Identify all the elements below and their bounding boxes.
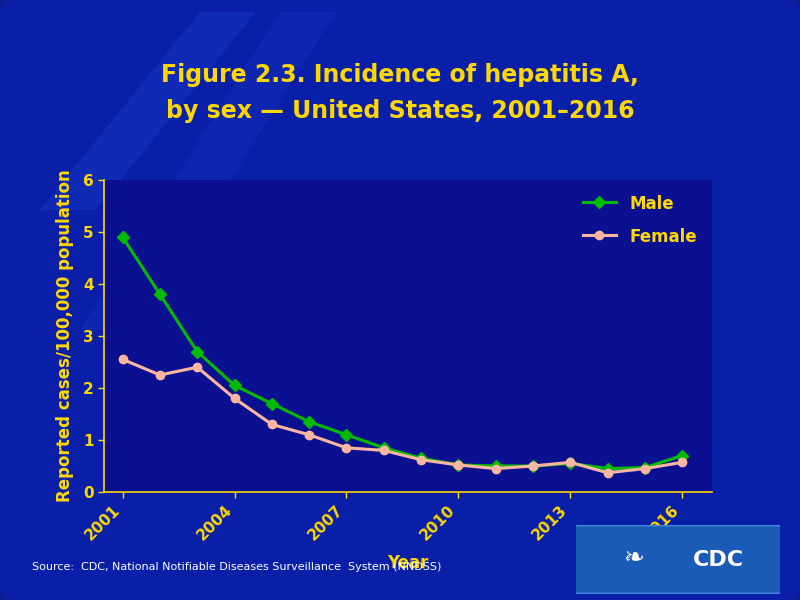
Male [678,452,687,459]
Male [602,465,612,472]
Circle shape [574,537,709,582]
Polygon shape [80,12,336,330]
X-axis label: Year: Year [387,554,429,572]
Female [379,447,389,454]
Male [640,464,650,471]
Female [491,465,501,472]
Male [193,348,202,355]
Male [566,460,575,467]
Male [155,291,165,298]
Female [155,371,165,379]
Female [416,456,426,463]
Male [118,233,127,241]
Polygon shape [40,12,256,210]
Male [267,400,277,407]
Female [230,395,239,402]
Line: Male: Male [118,233,686,473]
Male [304,418,314,425]
Female [342,444,351,451]
Text: ❧: ❧ [622,546,644,570]
Text: Figure 2.3. Incidence of hepatitis A,: Figure 2.3. Incidence of hepatitis A, [161,63,639,87]
Text: by sex — United States, 2001–2016: by sex — United States, 2001–2016 [166,99,634,123]
Female [118,356,127,363]
FancyBboxPatch shape [570,525,786,594]
Female [566,459,575,466]
Female [678,459,687,466]
Male [379,444,389,451]
Male [454,461,463,469]
Female [267,421,277,428]
Male [230,382,239,389]
Line: Female: Female [118,355,686,477]
Text: Source:  CDC, National Notifiable Diseases Surveillance  System (NNDSS): Source: CDC, National Notifiable Disease… [32,562,442,572]
Female [193,364,202,371]
Female [304,431,314,439]
Male [491,463,501,470]
Female [640,465,650,472]
Male [416,455,426,462]
Female [454,461,463,469]
Female [528,463,538,470]
Male [342,431,351,439]
Female [602,469,612,476]
Legend: Male, Female: Male, Female [576,188,704,253]
Y-axis label: Reported cases/100,000 population: Reported cases/100,000 population [57,170,74,502]
Male [528,463,538,470]
Text: CDC: CDC [694,550,744,569]
